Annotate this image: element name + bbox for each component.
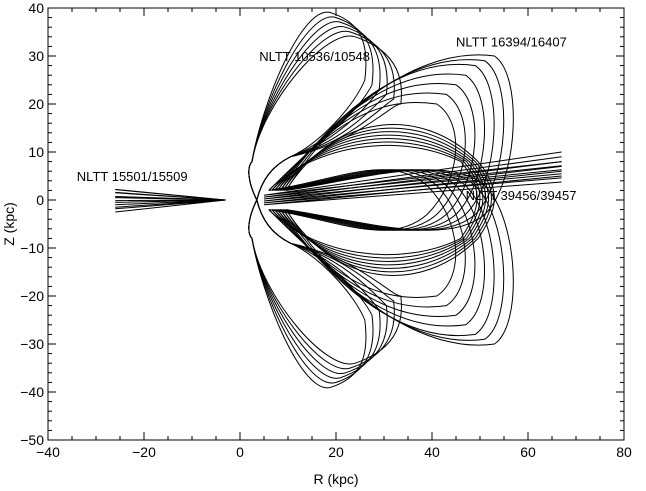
y-tick-label: −20 xyxy=(20,288,44,304)
y-axis-label: Z (kpc) xyxy=(1,202,17,246)
orbit-line-inner xyxy=(285,124,495,276)
x-tick-label: 80 xyxy=(616,444,632,460)
orbit-annotation: NLTT 10536/10548 xyxy=(259,49,370,64)
orbit-line-loop xyxy=(276,169,485,327)
y-tick-label: 10 xyxy=(28,144,44,160)
x-axis-label: R (kpc) xyxy=(313,471,358,487)
orbit-line-inner xyxy=(282,127,492,273)
orbit-line-loop xyxy=(285,169,514,346)
orbit-annotation: NLTT 15501/15509 xyxy=(77,169,188,184)
orbit-line-loop xyxy=(274,83,476,231)
y-tick-label: 30 xyxy=(28,48,44,64)
orbit-line-loop xyxy=(268,102,457,231)
orbit-line-inner xyxy=(274,138,484,262)
orbit-line-loop xyxy=(279,64,495,231)
orbit-line-fan xyxy=(263,161,562,200)
orbit-line-fan xyxy=(115,188,226,201)
x-tick-label: 0 xyxy=(236,444,244,460)
orbit-line-loop xyxy=(274,169,476,317)
orbit-line-loop xyxy=(268,169,457,298)
orbit-line-fan xyxy=(263,151,562,196)
orbit-line-fan xyxy=(263,156,562,198)
y-tick-label: 0 xyxy=(36,192,44,208)
y-tick-label: −50 xyxy=(20,432,44,448)
orbit-line-inner xyxy=(268,144,478,256)
orbit-line-lower xyxy=(248,199,402,365)
orbit-line-loop xyxy=(271,169,466,308)
x-tick-label: −20 xyxy=(132,444,156,460)
orbit-line-fan xyxy=(115,196,226,201)
y-tick-label: 40 xyxy=(28,0,44,16)
x-tick-label: 20 xyxy=(328,444,344,460)
orbit-line-inner xyxy=(271,141,481,259)
x-tick-label: 40 xyxy=(424,444,440,460)
orbit-line-fan xyxy=(263,165,562,202)
orbit-lines xyxy=(115,11,562,389)
orbit-line-upper xyxy=(248,35,402,201)
axis-ticks xyxy=(47,7,625,441)
y-tick-label: −10 xyxy=(20,240,44,256)
orbit-line-loop xyxy=(279,169,495,336)
orbit-line-inner xyxy=(279,131,489,269)
y-tick-label: 20 xyxy=(28,96,44,112)
y-tick-label: −30 xyxy=(20,336,44,352)
x-tick-label: −40 xyxy=(36,444,60,460)
orbit-line-loop xyxy=(271,92,466,231)
x-tick-label: 60 xyxy=(520,444,536,460)
orbit-annotation: NLTT 16394/16407 xyxy=(456,34,567,49)
y-tick-label: −40 xyxy=(20,384,44,400)
orbit-line-loop xyxy=(285,54,514,231)
orbit-annotation: NLTT 39456/39457 xyxy=(466,188,577,203)
orbit-line-loop xyxy=(276,73,485,231)
annotations: NLTT 10536/10548 NLTT 16394/16407 NLTT 155… xyxy=(77,34,577,203)
